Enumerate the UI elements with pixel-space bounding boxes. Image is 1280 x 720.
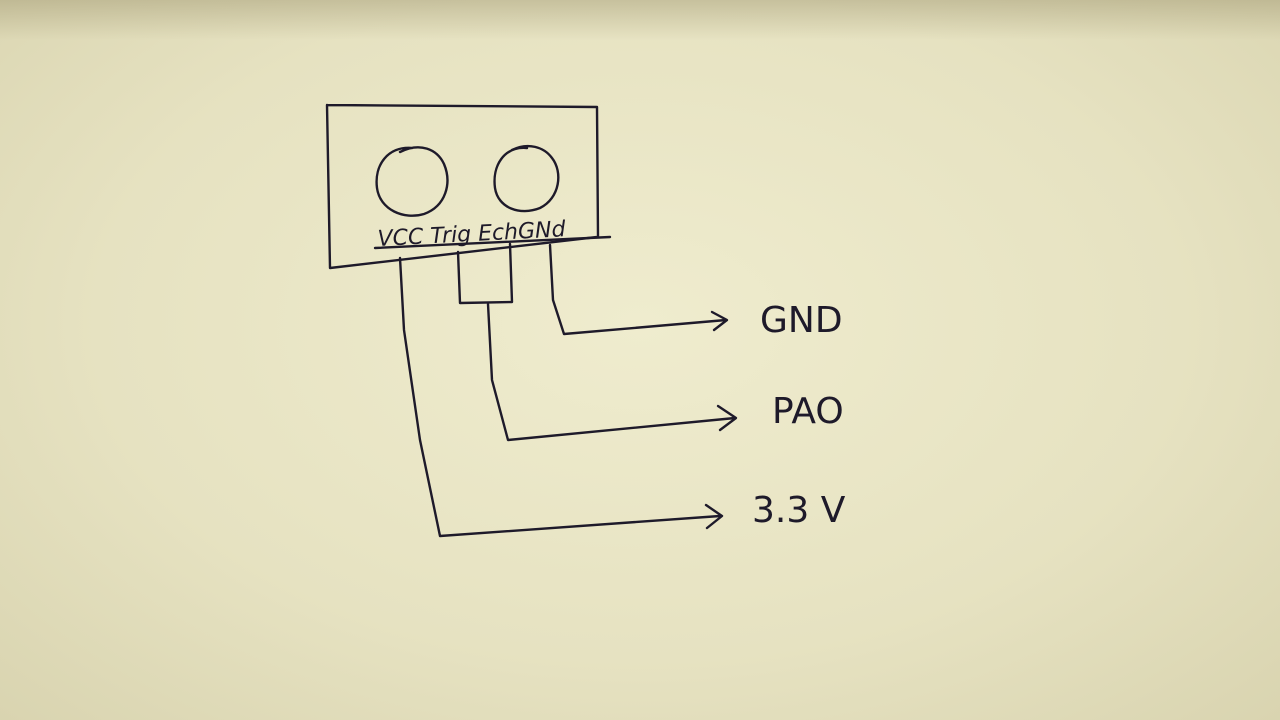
wire-gnd (548, 243, 728, 336)
label-gnd: GND (760, 300, 843, 341)
arrow-pa0 (716, 404, 738, 432)
wire-trig-echo-join (456, 242, 514, 305)
label-pa0: PAO (772, 391, 844, 432)
pin-labels: VCC Trig EchGNd (377, 217, 567, 252)
sensor-transducer-right (493, 144, 560, 213)
label-3v3: 3.3 V (752, 490, 846, 531)
pin-baseline (373, 235, 612, 250)
sensor-transducer-left (375, 146, 449, 217)
wire-pa0 (486, 302, 737, 442)
arrow-3v3 (704, 503, 724, 530)
sensor-box (325, 103, 600, 270)
paper-shadow (0, 0, 1280, 40)
wire-vcc (398, 256, 722, 538)
arrow-gnd (710, 310, 729, 332)
